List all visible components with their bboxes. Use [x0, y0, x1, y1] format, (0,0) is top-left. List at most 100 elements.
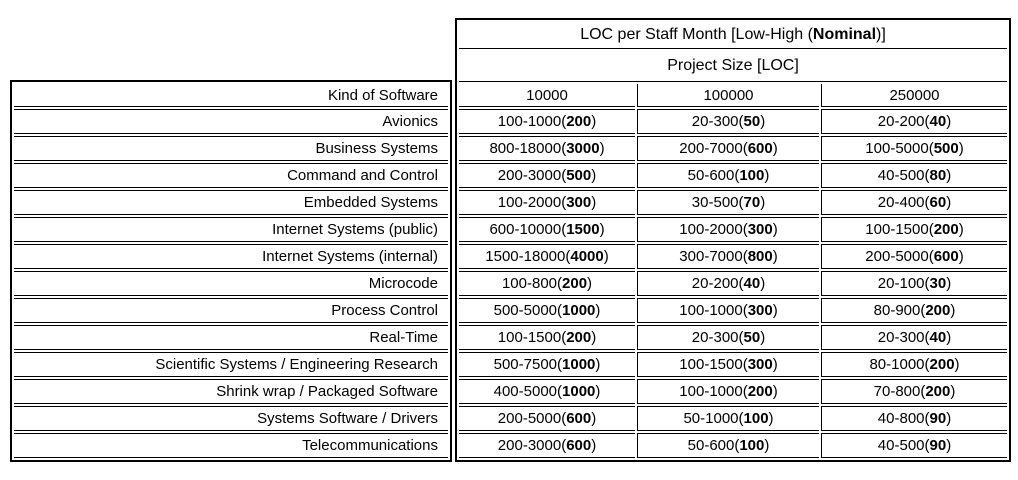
loc-value-cell: 20-200(40)	[637, 271, 819, 296]
nominal-value: 200	[933, 221, 959, 238]
nominal-value: 40	[743, 275, 761, 292]
loc-value-cell: 1500-18000(4000)	[459, 244, 635, 269]
nominal-value: 300	[566, 194, 592, 211]
table-row: Shrink wrap / Packaged Software	[14, 379, 448, 404]
low-value: 40	[877, 410, 895, 427]
table-row: 200-3000(600) 50-600(100) 40-500(90)	[459, 433, 1008, 458]
low-value: 200	[497, 167, 523, 184]
low-value: 100	[497, 194, 523, 211]
loc-value-cell: 100-1500(300)	[637, 352, 819, 377]
loc-value-cell: 70-800(200)	[821, 379, 1008, 404]
loc-value-cell: 20-400(60)	[821, 190, 1008, 215]
nominal-value: 200	[929, 356, 955, 373]
table-row: Microcode	[14, 271, 448, 296]
nominal-value: 200	[925, 383, 951, 400]
loc-value-cell: 50-1000(100)	[637, 406, 819, 431]
loc-value-cell: 800-18000(3000)	[459, 136, 635, 161]
table-row: Real-Time	[14, 325, 448, 350]
nominal-value: 1000	[562, 383, 596, 400]
high-value: 300	[713, 113, 739, 130]
loc-value-cell: 80-1000(200)	[821, 352, 1008, 377]
nominal-value: 3000	[566, 140, 600, 157]
table-row: 800-18000(3000) 200-7000(600) 100-5000(500…	[459, 136, 1008, 161]
high-value: 600	[709, 167, 735, 184]
high-value: 1000	[709, 383, 743, 400]
nominal-value: 100	[739, 437, 765, 454]
size-column-header: 100000	[637, 84, 819, 107]
loc-value-cell: 200-5000(600)	[821, 244, 1008, 269]
high-value: 18000	[523, 248, 566, 265]
high-value: 200	[713, 275, 739, 292]
low-value: 800	[489, 140, 515, 157]
nominal-value: 50	[743, 113, 761, 130]
table-row: Project Size [LOC]	[459, 51, 1008, 82]
nominal-value: 1500	[566, 221, 600, 238]
loc-value-cell: 500-7500(1000)	[459, 352, 635, 377]
table-row: Internet Systems (public)	[14, 217, 448, 242]
title-text: LOC per Staff Month [Low-High (	[580, 26, 813, 43]
low-value: 20	[877, 194, 895, 211]
nominal-value: 300	[747, 356, 773, 373]
table-row: 10000 100000 250000	[459, 84, 1008, 107]
loc-value-cell: 400-5000(1000)	[459, 379, 635, 404]
nominal-value: 600	[566, 437, 592, 454]
nominal-value: 200	[925, 302, 951, 319]
loc-value-cell: 80-900(200)	[821, 298, 1008, 323]
high-value: 10000	[519, 221, 562, 238]
low-value: 1500	[485, 248, 519, 265]
low-value: 100	[865, 140, 891, 157]
high-value: 500	[899, 437, 925, 454]
table-row: Kind of Software	[14, 84, 448, 107]
low-value: 20	[877, 113, 895, 130]
high-value: 800	[531, 275, 558, 292]
loc-value-cell: 200-7000(600)	[637, 136, 819, 161]
low-value: 30	[691, 194, 709, 211]
nominal-value: 600	[747, 140, 773, 157]
low-value: 100	[497, 113, 523, 130]
high-value: 3000	[527, 437, 562, 454]
low-value: 100	[679, 221, 705, 238]
row-label: Real-Time	[14, 325, 448, 350]
label-tbody: Kind of Software Avionics Business System…	[14, 84, 448, 458]
low-value: 200	[497, 437, 523, 454]
high-value: 500	[899, 167, 925, 184]
loc-values-table: LOC per Staff Month [Low-High (Nominal)]…	[455, 18, 1012, 462]
loc-value-cell: 50-600(100)	[637, 433, 819, 458]
loc-value-cell: 300-7000(800)	[637, 244, 819, 269]
high-value: 5000	[523, 383, 558, 400]
high-value: 100	[899, 275, 925, 292]
loc-value-cell: 40-800(90)	[821, 406, 1008, 431]
table-title: LOC per Staff Month [Low-High (Nominal)]	[459, 22, 1008, 49]
loc-value-cell: 100-1000(300)	[637, 298, 819, 323]
table-row: Process Control	[14, 298, 448, 323]
low-value: 100	[501, 275, 527, 292]
loc-value-cell: 600-10000(1500)	[459, 217, 635, 242]
nominal-value: 40	[929, 113, 947, 130]
high-value: 600	[709, 437, 735, 454]
high-value: 5000	[895, 140, 929, 157]
low-value: 200	[865, 248, 891, 265]
high-value: 900	[895, 302, 921, 319]
row-label: Embedded Systems	[14, 190, 448, 215]
high-value: 800	[899, 410, 925, 427]
table-layout: Kind of Software Avionics Business System…	[10, 18, 1012, 462]
low-value: 40	[877, 167, 895, 184]
table-row: Business Systems	[14, 136, 448, 161]
loc-value-cell: 40-500(80)	[821, 163, 1008, 188]
nominal-value: 50	[743, 329, 761, 346]
nominal-value: 600	[566, 410, 592, 427]
high-value: 2000	[527, 194, 562, 211]
high-value: 5000	[895, 248, 929, 265]
loc-value-cell: 40-500(90)	[821, 433, 1008, 458]
nominal-value: 100	[739, 167, 765, 184]
loc-value-cell: 200-5000(600)	[459, 406, 635, 431]
low-value: 200	[497, 410, 523, 427]
loc-value-cell: 20-100(30)	[821, 271, 1008, 296]
values-tbody: LOC per Staff Month [Low-High (Nominal)]…	[459, 22, 1008, 458]
high-value: 3000	[527, 167, 562, 184]
low-value: 80	[869, 356, 887, 373]
row-label: Shrink wrap / Packaged Software	[14, 379, 448, 404]
loc-value-cell: 200-3000(500)	[459, 163, 635, 188]
row-label: Command and Control	[14, 163, 448, 188]
